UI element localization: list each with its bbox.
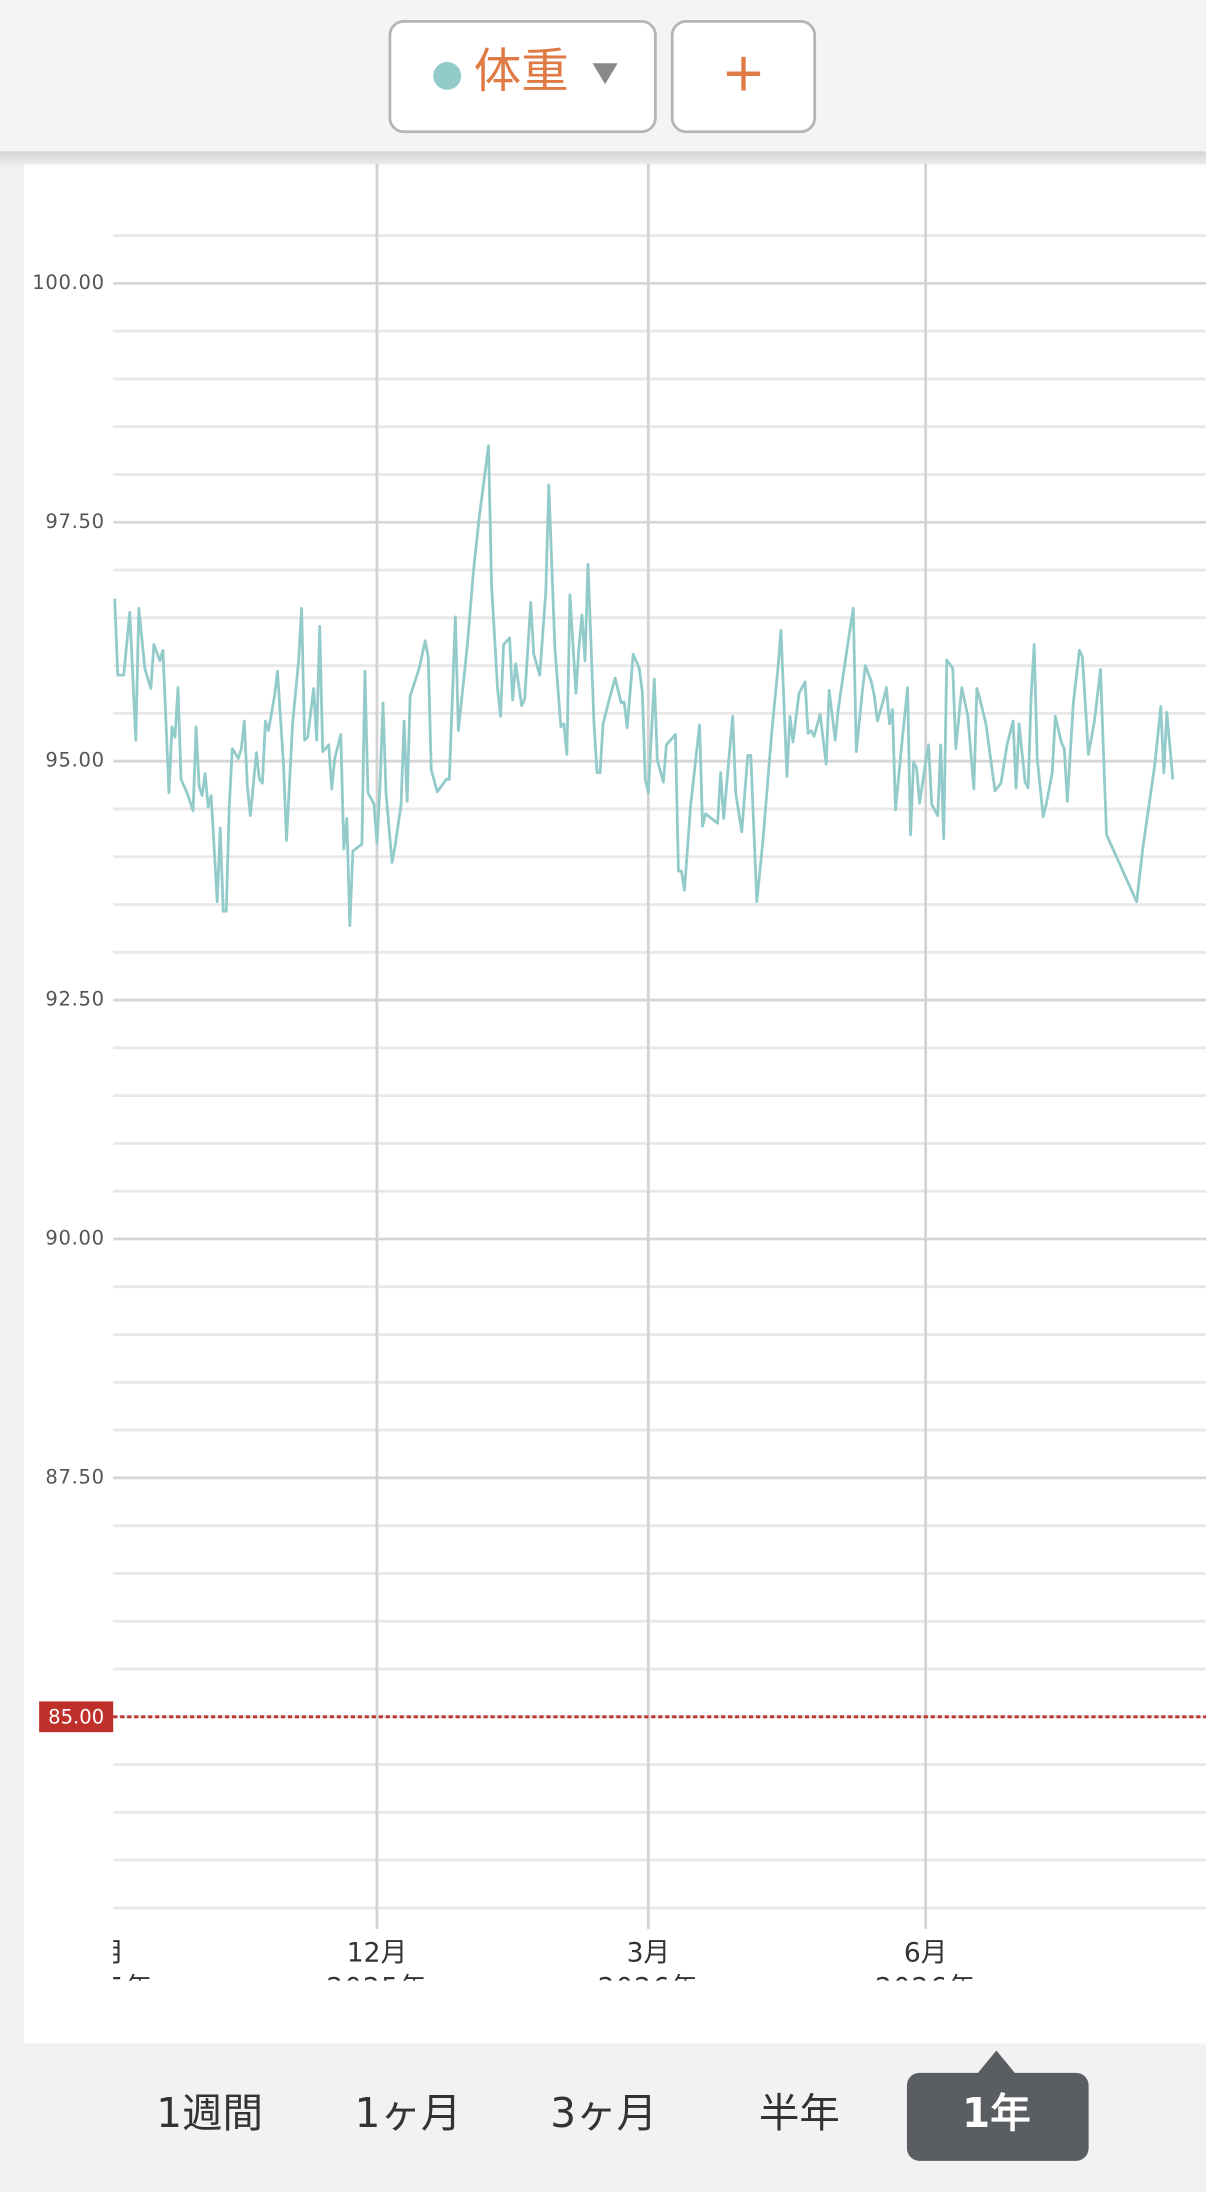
period-tab[interactable]: 半年 (759, 2089, 840, 2137)
period-tab[interactable]: 1年 (962, 2089, 1031, 2137)
plot: 9月2025年12月2025年3月2026年6月2026年 (52, 444, 1175, 2003)
x-tick-label: 12月 (347, 1938, 407, 1969)
grid: 87.50 90.00 92.50 95.00 97.50 100.00 (32, 163, 1206, 1929)
add-label: + (721, 42, 766, 104)
period-tab[interactable]: 1週間 (156, 2089, 263, 2137)
selected-tab-bg[interactable] (906, 2072, 1089, 2161)
period-tabs: 1週間 1ヶ月 3ヶ月 半年 1年 (156, 2050, 1089, 2161)
weight-line (113, 444, 1175, 927)
add-button[interactable]: + (670, 19, 817, 134)
dropdown-arrow (592, 63, 618, 85)
x-tick-label: 3月 (627, 1938, 670, 1969)
metric-dropdown[interactable]: 体重 (388, 19, 657, 134)
selected-pointer (976, 2050, 1016, 2075)
top-bar-shadow (0, 151, 1206, 169)
goal-label: 85.00 (48, 1706, 104, 1729)
y-tick-label: 90.00 (45, 1226, 104, 1249)
x-tick-sublabel: 2026年 (875, 1972, 976, 2003)
period-tab[interactable]: 3ヶ月 (550, 2089, 657, 2137)
x-tick-label: 9月 (81, 1938, 124, 1969)
x-tick-sublabel: 2025年 (326, 1972, 427, 2003)
metric-dot (433, 61, 462, 90)
y-tick-label: 92.50 (45, 988, 104, 1011)
x-tick-label: 6月 (904, 1938, 947, 1969)
goal-badge (39, 1701, 114, 1733)
add-box[interactable] (670, 19, 817, 134)
period-tab[interactable]: 1ヶ月 (355, 2089, 462, 2137)
y-tick-label: 97.50 (45, 510, 104, 533)
dropdown-box[interactable] (388, 19, 657, 134)
chart-panel (23, 163, 1206, 2044)
x-tick-sublabel: 2026年 (598, 1972, 699, 2003)
metric-label: 体重 (474, 44, 569, 99)
y-tick-label: 100.00 (32, 271, 105, 294)
y-tick-label: 95.00 (45, 749, 104, 772)
x-tick-sublabel: 2025年 (52, 1972, 153, 2003)
y-tick-label: 87.50 (45, 1465, 104, 1488)
